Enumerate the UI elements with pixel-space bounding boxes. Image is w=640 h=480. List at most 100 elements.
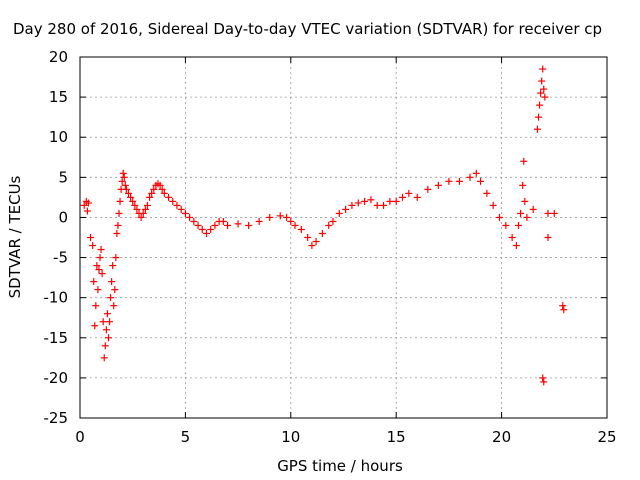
data-point <box>101 342 109 350</box>
y-tick-label: 20 <box>49 48 68 66</box>
data-point <box>84 199 92 207</box>
data-point <box>361 197 369 205</box>
data-point <box>517 209 525 217</box>
y-tick-label: -15 <box>44 329 69 347</box>
x-axis-label: GPS time / hours <box>277 457 403 475</box>
data-point <box>124 189 132 197</box>
data-point <box>424 185 432 193</box>
data-point <box>141 205 149 213</box>
data-point <box>539 65 547 73</box>
data-point <box>276 212 284 220</box>
data-point <box>483 189 491 197</box>
data-point <box>137 213 145 221</box>
data-point <box>335 209 343 217</box>
data-point <box>104 334 112 342</box>
data-point <box>318 229 326 237</box>
data-point <box>114 221 122 229</box>
data-point <box>348 201 356 209</box>
data-point <box>520 157 528 165</box>
data-point <box>127 193 135 201</box>
data-point <box>399 193 407 201</box>
data-point <box>122 185 130 193</box>
data-point <box>534 113 542 121</box>
data-point <box>108 278 116 286</box>
data-point <box>538 77 546 85</box>
data-point <box>291 221 299 229</box>
data-point <box>329 217 337 225</box>
data-point <box>540 85 548 93</box>
data-point <box>413 193 421 201</box>
data-point <box>297 225 305 233</box>
data-point <box>92 302 100 310</box>
data-point <box>287 217 295 225</box>
data-point <box>116 197 124 205</box>
x-tick-label: 10 <box>281 428 300 446</box>
data-point <box>83 207 91 215</box>
data-point <box>537 89 545 97</box>
data-point <box>312 238 320 246</box>
data-point <box>472 169 480 177</box>
data-point <box>434 181 442 189</box>
data-point <box>266 213 274 221</box>
data-point <box>380 201 388 209</box>
data-point <box>550 209 558 217</box>
data-point <box>455 177 463 185</box>
data-point <box>148 189 156 197</box>
data-point <box>521 197 529 205</box>
y-tick-label: 0 <box>58 208 68 226</box>
y-tick-label: 10 <box>49 128 68 146</box>
x-tick-label: 15 <box>387 428 406 446</box>
data-point <box>367 196 375 204</box>
data-point <box>224 221 232 229</box>
data-point <box>177 205 185 213</box>
y-tick-label: -20 <box>44 369 69 387</box>
data-point <box>118 177 126 185</box>
data-point <box>234 220 242 228</box>
y-tick-label: -25 <box>44 409 69 427</box>
data-point <box>342 205 350 213</box>
data-point <box>489 201 497 209</box>
data-point <box>255 217 263 225</box>
data-point <box>202 229 210 237</box>
data-point <box>519 181 527 189</box>
data-point <box>119 169 127 177</box>
data-point <box>529 205 537 213</box>
data-point <box>502 221 510 229</box>
data-points <box>80 65 568 386</box>
data-point <box>103 310 111 318</box>
data-point <box>97 246 105 254</box>
data-point <box>477 177 485 185</box>
data-point <box>160 189 168 197</box>
data-point <box>198 225 206 233</box>
data-point <box>131 201 139 209</box>
data-point <box>325 221 333 229</box>
data-point <box>559 302 567 310</box>
data-point <box>95 266 103 274</box>
grid <box>80 57 607 418</box>
y-tick-labels: -25 -20 -15 -10 -5 0 5 10 15 20 <box>44 48 69 427</box>
data-point <box>308 242 316 250</box>
data-point <box>165 193 173 201</box>
data-point <box>112 254 120 262</box>
data-point <box>113 229 121 237</box>
data-point <box>139 209 147 217</box>
data-point <box>386 197 394 205</box>
data-point <box>392 197 400 205</box>
data-point <box>354 199 362 207</box>
data-point <box>106 318 114 326</box>
data-point <box>146 193 154 201</box>
y-tick-label: -5 <box>53 249 68 267</box>
x-tick-label: 0 <box>75 428 85 446</box>
data-point <box>181 209 189 217</box>
data-point <box>110 302 118 310</box>
data-point <box>93 262 101 270</box>
data-point <box>207 225 215 233</box>
data-point <box>156 181 164 189</box>
data-point <box>190 217 198 225</box>
data-point <box>129 197 137 205</box>
data-point <box>94 286 102 294</box>
data-point <box>541 93 549 101</box>
axis-ticks <box>79 56 608 419</box>
